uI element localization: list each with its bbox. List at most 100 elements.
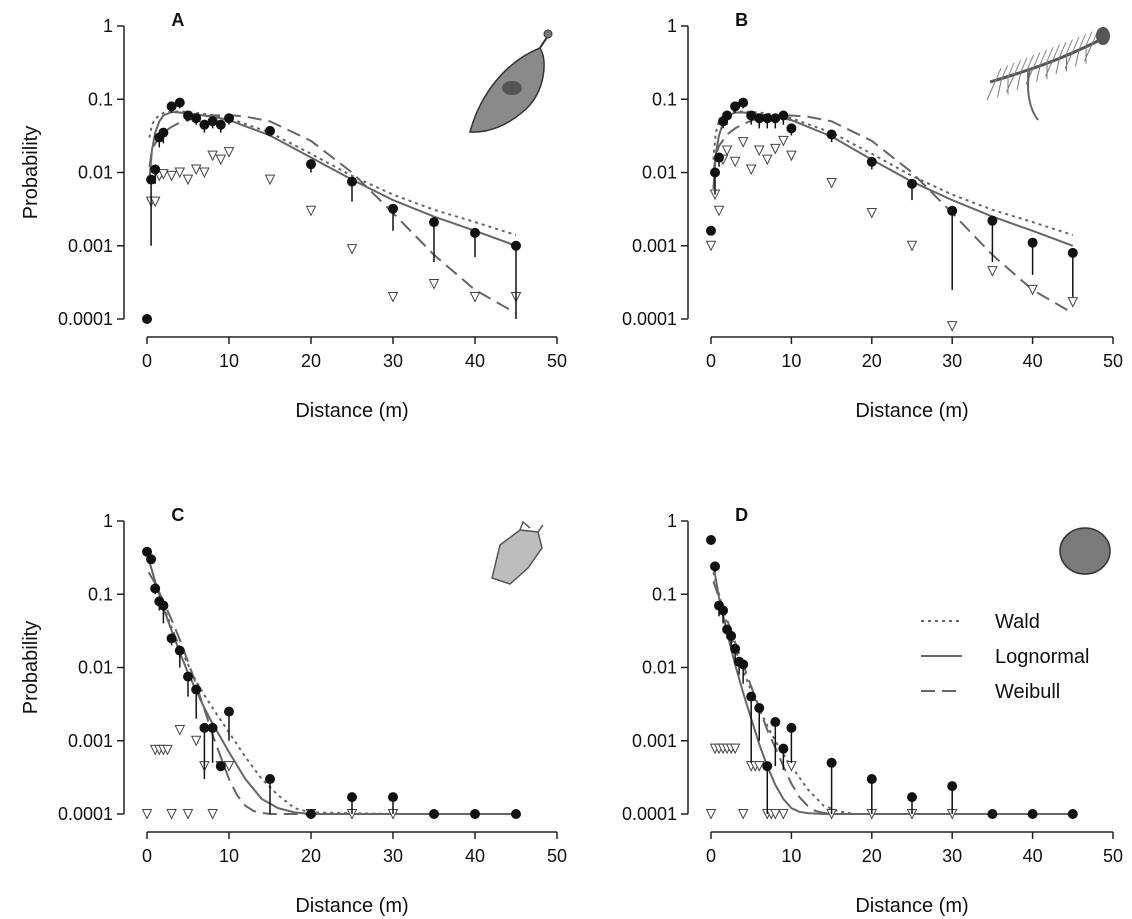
triangle-point	[826, 177, 837, 189]
triangle-point	[786, 761, 797, 772]
round-seed-icon	[1059, 527, 1111, 575]
x-tick-label: 40	[465, 846, 485, 866]
seed-points	[519, 520, 544, 533]
x-tick-label: 50	[1103, 846, 1123, 866]
data-point	[429, 217, 439, 228]
y-tick-label: 0.01	[78, 658, 113, 678]
triangle-point	[737, 137, 749, 148]
panel-letter: A	[171, 10, 184, 30]
x-tick-label: 30	[383, 351, 403, 371]
data-point	[470, 809, 480, 819]
y-tick-label: 0.001	[632, 731, 677, 751]
x-tick-label: 30	[942, 351, 962, 371]
data-point	[199, 119, 210, 130]
triangle-point	[223, 147, 235, 158]
triangle-point	[721, 145, 733, 157]
triangle-point	[745, 164, 757, 176]
plume-stem	[989, 38, 1101, 84]
curve-weibull	[147, 571, 516, 815]
triangle-point	[729, 156, 741, 168]
x-tick-label: 20	[301, 351, 321, 371]
data-point	[706, 225, 716, 236]
x-tick-label: 0	[706, 846, 716, 866]
plume-hair	[994, 67, 1002, 83]
data-point	[191, 113, 202, 124]
plume-hair	[1053, 44, 1060, 59]
data-point	[199, 722, 210, 733]
data-point	[174, 97, 185, 108]
x-tick-label: 50	[547, 846, 567, 866]
legend-label-weibull: Weibull	[995, 681, 1060, 703]
plume-hair	[1006, 73, 1015, 93]
data-point	[778, 743, 789, 754]
curve-weibull	[712, 581, 1073, 815]
x-axis-title: Distance (m)	[855, 400, 968, 422]
y-tick-label: 0.0001	[58, 309, 113, 329]
triangle-point	[223, 761, 235, 772]
y-tick-label: 0.001	[68, 731, 113, 751]
plume-hair	[1059, 41, 1067, 57]
x-tick-label: 20	[862, 846, 882, 866]
x-axis-title: Distance (m)	[295, 895, 408, 917]
triangle-point	[207, 150, 218, 162]
legend: Wald Lognormal Weibull	[921, 611, 1090, 703]
triangle-point	[166, 809, 177, 820]
triangle-point	[713, 205, 725, 217]
y-tick-label: 1	[667, 511, 677, 531]
panel-letter: B	[735, 10, 748, 30]
data-point	[746, 110, 757, 121]
data-point	[718, 605, 729, 616]
triangle-point	[141, 809, 153, 820]
triangle-point	[753, 145, 765, 157]
x-tick-label: 10	[219, 846, 239, 866]
x-axis-title: Distance (m)	[855, 895, 968, 917]
data-point	[762, 761, 773, 772]
triangle-point	[778, 135, 789, 147]
y-tick-label: 1	[103, 16, 113, 36]
x-tick-label: 40	[1023, 846, 1043, 866]
data-point	[726, 630, 737, 641]
data-point	[224, 706, 234, 717]
y-tick-label: 0.01	[78, 163, 113, 183]
plume-hair	[1075, 48, 1080, 67]
data-point	[754, 702, 765, 713]
data-point	[306, 159, 316, 170]
triangle-point	[215, 154, 227, 166]
winged-seed-icon	[469, 29, 553, 133]
seed-body	[502, 81, 522, 95]
data-point	[907, 178, 917, 189]
triangle-point	[778, 809, 789, 820]
data-point	[207, 116, 218, 127]
triangle-point	[729, 743, 741, 755]
triangle-point	[158, 169, 169, 180]
panel-d: 0 10 20 30 40 50 0.0001 0.001 0.01 0.1 1 Distance (…	[622, 505, 1123, 917]
plume-hair	[986, 81, 996, 101]
curve-lognormal	[147, 559, 516, 815]
curve-wald	[147, 559, 516, 815]
data-point	[778, 110, 789, 121]
data-point	[770, 717, 781, 728]
curve-lognormal	[712, 111, 1074, 247]
data-point	[738, 97, 749, 108]
data-point	[347, 176, 357, 187]
data-point	[142, 314, 152, 324]
plume-hair	[1014, 60, 1021, 75]
plume-hair	[997, 79, 1002, 98]
plumed-seed-icon	[986, 27, 1110, 121]
data-point	[786, 722, 797, 733]
data-point	[746, 691, 757, 702]
data-point	[754, 113, 765, 124]
data-point	[429, 809, 439, 819]
data-point	[183, 110, 193, 121]
panel-letter: C	[171, 505, 184, 525]
data-point	[710, 167, 721, 178]
plume-hair	[1085, 31, 1093, 46]
plume-hair	[1027, 54, 1034, 70]
seed-tip	[543, 29, 553, 39]
plume-hair	[1079, 34, 1086, 49]
data-point	[947, 781, 958, 792]
data-point	[1027, 809, 1038, 819]
plume-seed	[1096, 27, 1110, 45]
data-point	[730, 643, 741, 654]
